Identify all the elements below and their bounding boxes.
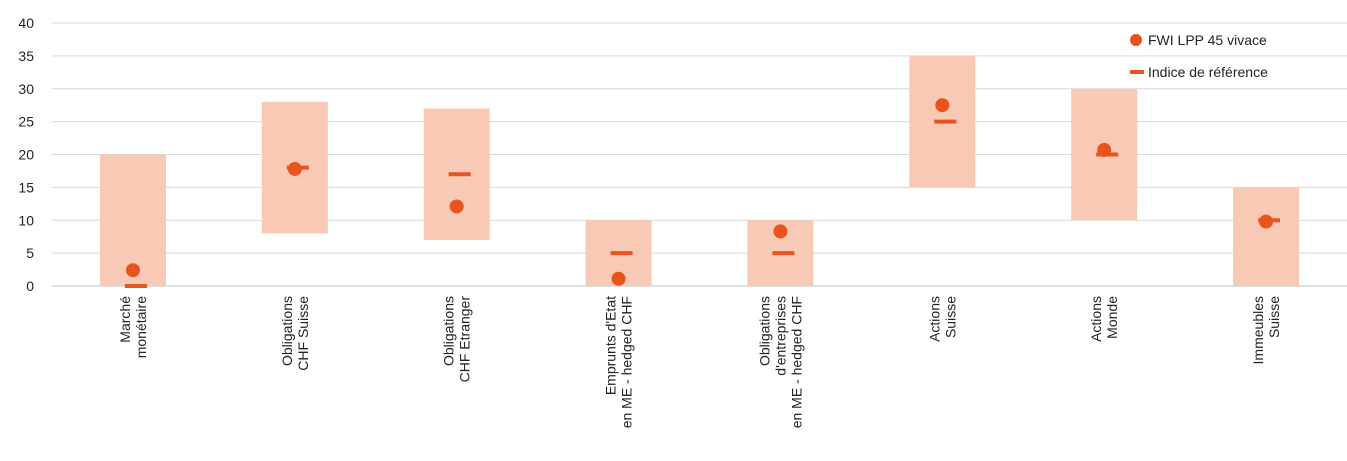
x-category-label: Immeubles Suisse	[1250, 296, 1282, 365]
fund-marker	[1097, 142, 1112, 157]
x-tick-label: Immeubles	[1250, 296, 1266, 364]
benchmark-marker	[124, 284, 147, 288]
x-tick-label: en ME - hedged CHF	[788, 296, 804, 428]
x-category-label: Actions Monde	[1088, 296, 1120, 342]
x-tick-label: en ME - hedged CHF	[619, 296, 635, 428]
x-tick-label: Obligations	[756, 296, 772, 366]
x-tick-label: Suisse	[1266, 296, 1282, 338]
y-tick-label: 15	[18, 179, 34, 195]
fund-marker	[611, 271, 626, 286]
legend-label-benchmark: Indice de référence	[1148, 64, 1268, 80]
benchmark-marker	[610, 251, 633, 256]
y-tick-label: 35	[18, 48, 34, 64]
fund-marker	[449, 199, 464, 214]
fund-marker	[287, 161, 302, 176]
benchmark-marker	[934, 119, 957, 124]
x-category-label: Emprunts d'Etat en ME - hedged CHF	[603, 296, 635, 428]
legend-marker-fund	[1130, 34, 1142, 46]
legend: FWI LPP 45 vivace Indice de référence	[1130, 32, 1268, 80]
y-tick-label: 5	[26, 245, 34, 261]
y-axis: 0 5 10 15 20 25 30 35 40	[18, 15, 34, 294]
y-tick-label: 20	[18, 147, 34, 163]
x-tick-label: Actions	[1088, 296, 1104, 342]
y-tick-label: 25	[18, 114, 34, 130]
range-bar	[1233, 187, 1300, 286]
fund-marker	[773, 224, 788, 239]
fund-marker	[935, 98, 950, 113]
legend-label-fund: FWI LPP 45 vivace	[1148, 32, 1267, 48]
y-tick-label: 40	[18, 15, 34, 31]
x-tick-label: Monde	[1104, 296, 1120, 339]
y-tick-label: 10	[18, 212, 34, 228]
y-tick-label: 0	[26, 278, 34, 294]
x-category-label: Obligations d'entreprises en ME - hedged C…	[756, 296, 804, 428]
markers	[124, 98, 1281, 288]
x-category-label: Obligations CHF Etranger	[441, 296, 473, 383]
x-tick-label: monétaire	[133, 296, 149, 358]
x-category-label: Obligations CHF Suisse	[279, 296, 311, 371]
x-tick-label: Actions	[926, 296, 942, 342]
x-category-label: Actions Suisse	[926, 296, 958, 342]
x-tick-label: CHF Etranger	[457, 296, 473, 383]
x-tick-label: Marché	[117, 296, 133, 343]
x-tick-label: Obligations	[441, 296, 457, 366]
fund-marker	[1259, 214, 1274, 229]
x-tick-label: CHF Suisse	[295, 296, 311, 371]
x-tick-label: Suisse	[942, 296, 958, 338]
x-axis-labels: Marché monétaire Obligations CHF Suisse Obli…	[117, 296, 1282, 429]
fund-marker	[125, 263, 140, 278]
benchmark-marker	[772, 251, 795, 256]
x-category-label: Marché monétaire	[117, 296, 149, 358]
x-tick-label: d'entreprises	[772, 296, 788, 376]
allocation-ranges	[99, 55, 1300, 286]
x-tick-label: Obligations	[279, 296, 295, 366]
x-tick-label: Emprunts d'Etat	[603, 296, 619, 395]
gridlines	[52, 22, 1347, 287]
legend-marker-benchmark	[1130, 70, 1144, 74]
y-tick-label: 30	[18, 81, 34, 97]
benchmark-marker	[448, 172, 471, 177]
